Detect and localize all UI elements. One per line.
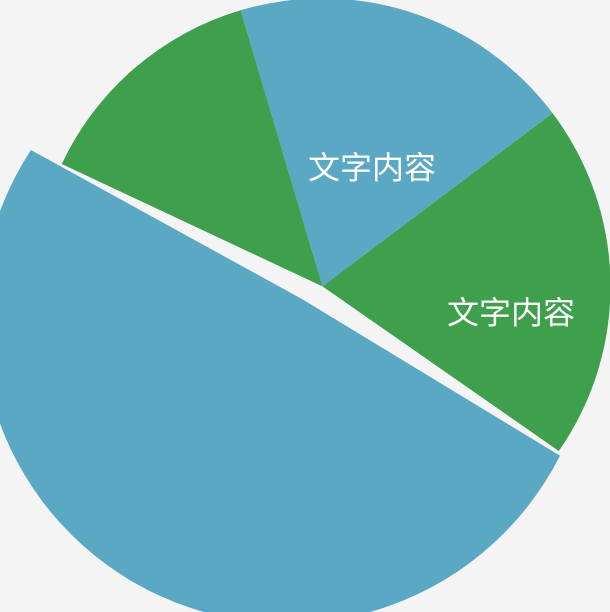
svg-text:文字内容: 文字内容 bbox=[308, 143, 436, 189]
svg-text:文字内容: 文字内容 bbox=[447, 288, 575, 334]
